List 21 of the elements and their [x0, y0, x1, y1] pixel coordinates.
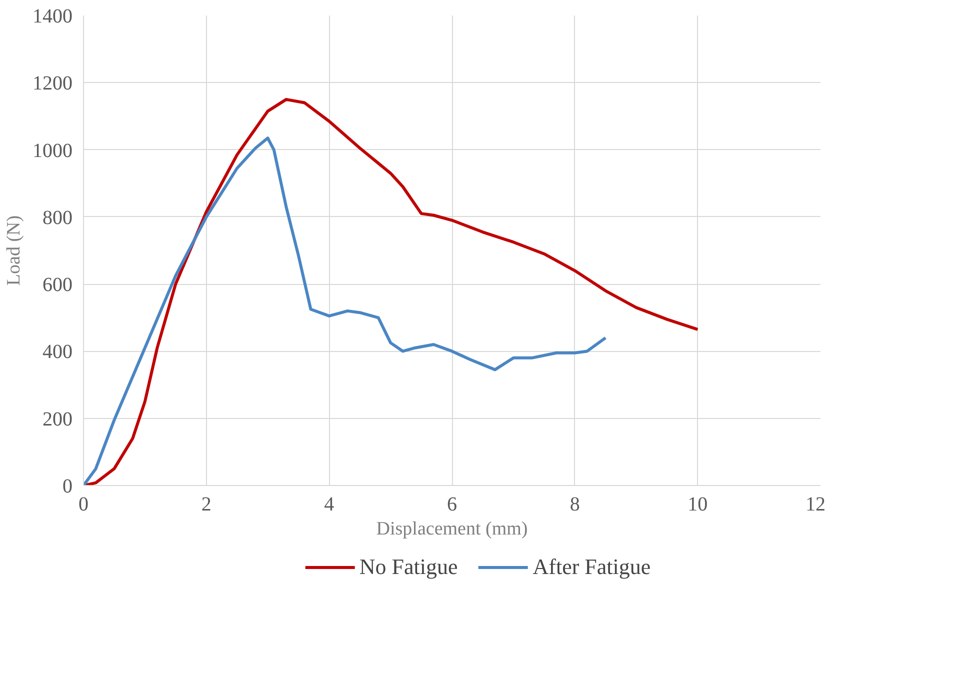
y-tick-label: 0 — [62, 476, 72, 498]
legend-label: After Fatigue — [532, 554, 651, 580]
x-tick-label: 6 — [447, 494, 457, 516]
y-tick-label: 1000 — [32, 140, 72, 162]
x-tick-label: 0 — [78, 494, 88, 516]
x-tick-label: 12 — [806, 494, 826, 516]
y-tick-label: 1400 — [32, 6, 72, 28]
x-tick-label: 10 — [688, 494, 708, 516]
x-tick-label: 4 — [324, 494, 334, 516]
legend-label: No Fatigue — [359, 554, 458, 580]
line-series — [84, 136, 608, 486]
y-tick-label: 200 — [42, 408, 72, 430]
x-tick-label: 8 — [570, 494, 580, 516]
line-series — [84, 98, 700, 486]
x-axis-title: Displacement (mm) — [376, 518, 528, 540]
y-tick-label: 1200 — [32, 72, 72, 95]
y-tick-label: 600 — [42, 274, 72, 296]
y-tick-label: 400 — [42, 341, 72, 364]
x-tick-label: 2 — [201, 494, 212, 516]
y-axis-title: Load (N) — [4, 215, 24, 286]
y-tick-label: 800 — [42, 206, 72, 229]
